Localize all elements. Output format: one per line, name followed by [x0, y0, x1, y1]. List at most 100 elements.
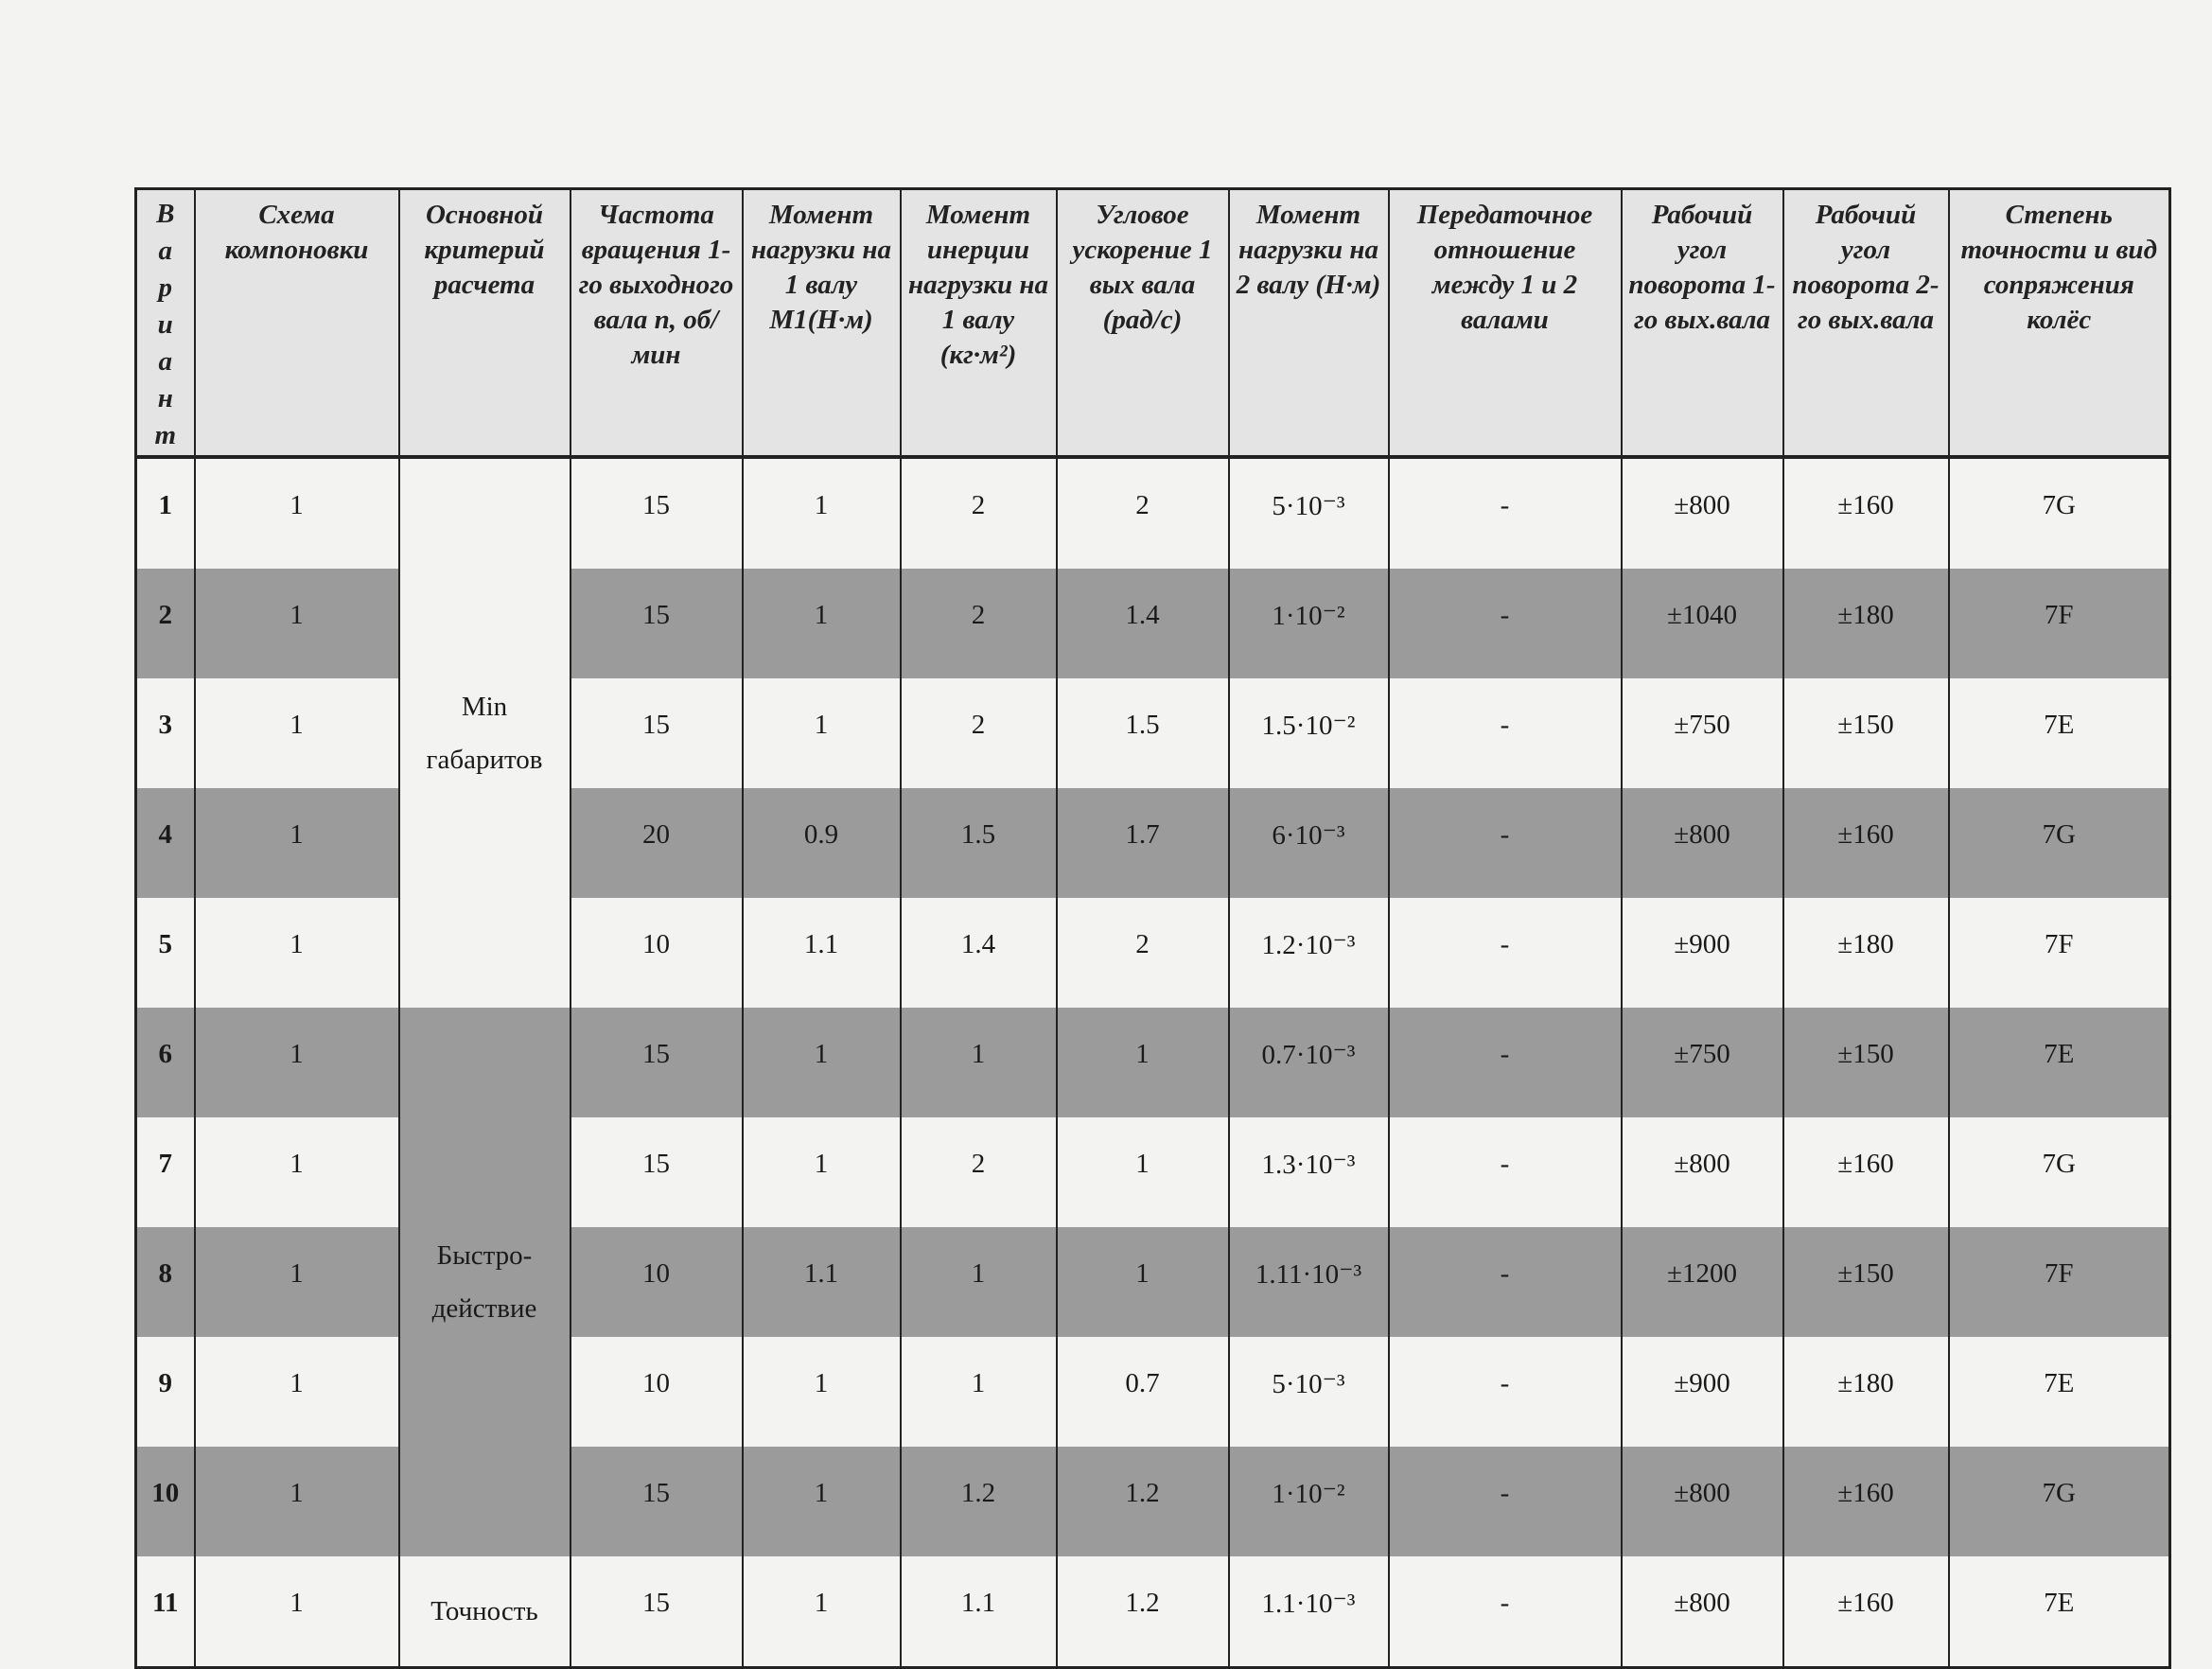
cell-layout-scheme: 1: [193, 1117, 400, 1227]
criterion-line: габаритов: [426, 745, 543, 775]
header-main-criterion: Основной критерий расчета: [397, 188, 571, 459]
cell-inertia-moment: 1.5: [899, 788, 1058, 898]
header-rotation-speed: Частота вращения 1-го выходного вала n, …: [569, 188, 744, 459]
cell-inertia-moment: 1: [899, 1008, 1058, 1117]
table-row: 8 1 10 1.1 1 1 1.11·10⁻³ - ±1200 ±150 7F: [134, 1227, 2171, 1337]
cell-rotation-speed: 15: [569, 1556, 744, 1668]
cell-accuracy-grade: 7E: [1947, 678, 2171, 788]
cell-accuracy-grade: 7F: [1947, 1227, 2171, 1337]
cell-layout-scheme: 1: [193, 1447, 400, 1556]
cell-rotation-speed: 20: [569, 788, 744, 898]
criterion-line: Min: [461, 692, 508, 722]
criterion-line: Быстро-: [436, 1240, 533, 1271]
cell-load-moment-1: 1: [741, 1117, 902, 1227]
table-row: 5 1 10 1.1 1.4 2 1.2·10⁻³ - ±900 ±180 7F: [134, 898, 2171, 1008]
table-row: 10 1 15 1 1.2 1.2 1·10⁻² - ±800 ±160 7G: [134, 1447, 2171, 1556]
cell-inertia-moment: 2: [899, 1117, 1058, 1227]
header-load-moment-2: Момент нагрузки на 2 валу (Н·м): [1227, 188, 1390, 459]
cell-load-moment-1: 0.9: [741, 788, 902, 898]
cell-gear-ratio: -: [1387, 898, 1623, 1008]
cell-inertia-moment: 2: [899, 678, 1058, 788]
cell-layout-scheme: 1: [193, 788, 400, 898]
cell-gear-ratio: -: [1387, 678, 1623, 788]
table-row: 7 1 15 1 2 1 1.3·10⁻³ - ±800 ±160 7G: [134, 1117, 2171, 1227]
cell-variant: 2: [134, 569, 196, 678]
cell-work-angle-2: ±180: [1782, 569, 1950, 678]
cell-layout-scheme: 1: [193, 1227, 400, 1337]
cell-load-moment-2: 1.2·10⁻³: [1227, 898, 1390, 1008]
cell-accuracy-grade: 7G: [1947, 1117, 2171, 1227]
cell-main-criterion: Min габаритов: [397, 457, 571, 1008]
cell-work-angle-2: ±160: [1782, 1447, 1950, 1556]
cell-inertia-moment: 1: [899, 1227, 1058, 1337]
cell-load-moment-2: 1.5·10⁻²: [1227, 678, 1390, 788]
cell-load-moment-2: 1·10⁻²: [1227, 1447, 1390, 1556]
cell-inertia-moment: 1.4: [899, 898, 1058, 1008]
cell-accuracy-grade: 7E: [1947, 1008, 2171, 1117]
cell-angular-acceleration: 1.5: [1055, 678, 1230, 788]
cell-load-moment-1: 1: [741, 1556, 902, 1668]
cell-work-angle-2: ±150: [1782, 678, 1950, 788]
cell-work-angle-2: ±160: [1782, 1117, 1950, 1227]
cell-inertia-moment: 2: [899, 457, 1058, 569]
cell-work-angle-1: ±750: [1620, 678, 1784, 788]
cell-work-angle-2: ±180: [1782, 1337, 1950, 1447]
cell-variant: 4: [134, 788, 196, 898]
cell-load-moment-2: 5·10⁻³: [1227, 457, 1390, 569]
cell-rotation-speed: 15: [569, 1117, 744, 1227]
cell-gear-ratio: -: [1387, 1556, 1623, 1668]
cell-angular-acceleration: 1: [1055, 1227, 1230, 1337]
cell-load-moment-2: 5·10⁻³: [1227, 1337, 1390, 1447]
cell-rotation-speed: 15: [569, 1447, 744, 1556]
cell-variant: 7: [134, 1117, 196, 1227]
cell-load-moment-1: 1.1: [741, 1227, 902, 1337]
table-row: 1 1 Min габаритов 15 1 2 2 5·10⁻³ - ±800 ±160 7G: [134, 457, 2171, 1008]
cell-rotation-speed: 10: [569, 1227, 744, 1337]
cell-work-angle-1: ±800: [1620, 1447, 1784, 1556]
cell-variant: 6: [134, 1008, 196, 1117]
cell-load-moment-1: 1: [741, 1008, 902, 1117]
cell-load-moment-2: 1·10⁻²: [1227, 569, 1390, 678]
cell-load-moment-1: 1: [741, 1447, 902, 1556]
cell-main-criterion: Быстро-действие: [397, 1008, 571, 1556]
cell-main-criterion: Точность: [397, 1556, 571, 1668]
cell-gear-ratio: -: [1387, 1447, 1623, 1556]
cell-inertia-moment: 1.1: [899, 1556, 1058, 1668]
cell-load-moment-1: 1: [741, 569, 902, 678]
cell-accuracy-grade: 7E: [1947, 1337, 2171, 1447]
header-row: Вариант Схема компоновки Основной критерий…: [134, 188, 2171, 459]
cell-layout-scheme: 1: [193, 898, 400, 1008]
cell-angular-acceleration: 0.7: [1055, 1337, 1230, 1447]
cell-gear-ratio: -: [1387, 1227, 1623, 1337]
cell-variant: 10: [134, 1447, 196, 1556]
cell-gear-ratio: -: [1387, 569, 1623, 678]
cell-variant: 8: [134, 1227, 196, 1337]
cell-accuracy-grade: 7F: [1947, 898, 2171, 1008]
cell-accuracy-grade: 7E: [1947, 1556, 2171, 1668]
cell-gear-ratio: -: [1387, 788, 1623, 898]
cell-work-angle-1: ±900: [1620, 898, 1784, 1008]
header-gear-ratio: Передаточное отношение между 1 и 2 валам…: [1387, 188, 1623, 459]
cell-variant: 3: [134, 678, 196, 788]
cell-angular-acceleration: 1.4: [1055, 569, 1230, 678]
table-row: 3 1 15 1 2 1.5 1.5·10⁻² - ±750 ±150 7E: [134, 678, 2171, 788]
table-row: 4 1 20 0.9 1.5 1.7 6·10⁻³ - ±800 ±160 7G: [134, 788, 2171, 898]
cell-accuracy-grade: 7G: [1947, 1447, 2171, 1556]
cell-layout-scheme: 1: [193, 569, 400, 678]
cell-variant: 1: [134, 457, 196, 569]
table-row: 11 1 Точность 15 1 1.1 1.2 1.1·10⁻³ - ±800 ±160 7E: [134, 1556, 2171, 1668]
cell-variant: 11: [134, 1556, 196, 1668]
cell-work-angle-1: ±750: [1620, 1008, 1784, 1117]
cell-angular-acceleration: 1.7: [1055, 788, 1230, 898]
cell-load-moment-1: 1.1: [741, 898, 902, 1008]
cell-work-angle-2: ±160: [1782, 788, 1950, 898]
header-accuracy-grade: Степень точности и вид сопряжения колёс: [1947, 188, 2171, 459]
cell-layout-scheme: 1: [193, 1556, 400, 1668]
cell-work-angle-1: ±800: [1620, 457, 1784, 569]
cell-rotation-speed: 15: [569, 457, 744, 569]
criterion-line: Точность: [430, 1596, 538, 1626]
cell-gear-ratio: -: [1387, 1008, 1623, 1117]
cell-load-moment-2: 1.1·10⁻³: [1227, 1556, 1390, 1668]
cell-gear-ratio: -: [1387, 1337, 1623, 1447]
cell-work-angle-2: ±150: [1782, 1227, 1950, 1337]
